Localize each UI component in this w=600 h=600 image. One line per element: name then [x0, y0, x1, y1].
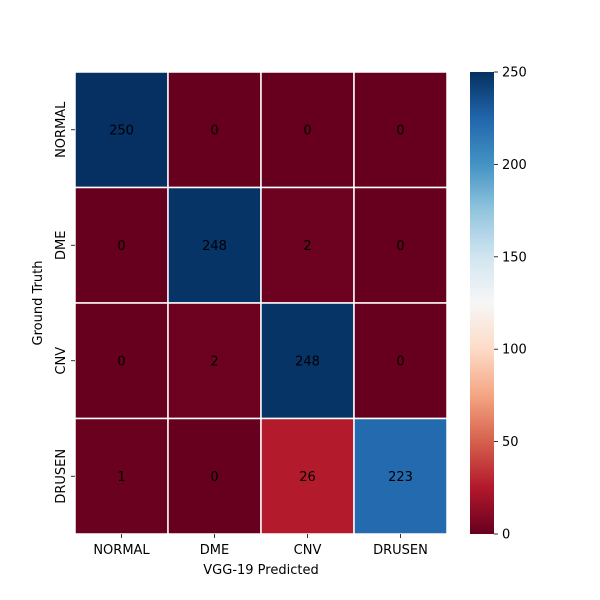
x-tick-label: NORMAL: [93, 543, 150, 558]
cell-value-label: 1: [117, 470, 125, 485]
heatmap-cell: [167, 186, 262, 304]
heatmap-cell: [353, 186, 448, 304]
colorbar-tick-label: 50: [502, 435, 519, 450]
cell-value-label: 0: [210, 123, 218, 138]
heatmap-cell: [353, 71, 448, 189]
x-tick-labels: NORMAL DME CNV DRUSEN: [93, 534, 428, 558]
heatmap-cell: [74, 71, 169, 189]
cell-value-label: 0: [303, 123, 311, 138]
cell-value-label: 223: [388, 470, 413, 485]
cell-value-label: 0: [396, 354, 404, 369]
cell-value-label: 2: [210, 354, 218, 369]
colorbar-tick-label: 150: [502, 250, 527, 265]
colorbar-tick-label: 0: [502, 528, 510, 543]
heatmap-cell: [167, 71, 262, 189]
heatmap-cell: [167, 417, 262, 535]
cell-value-label: 248: [202, 239, 227, 254]
y-tick-label: NORMAL: [54, 101, 69, 158]
cell-value-label: 0: [210, 470, 218, 485]
heatmap-cell: [167, 302, 262, 420]
cell-value-label: 250: [109, 123, 134, 138]
cell-value-label: 0: [396, 123, 404, 138]
x-tick-label: DRUSEN: [373, 543, 428, 558]
cell-value-label: 0: [117, 354, 125, 369]
colorbar-tick-label: 250: [502, 66, 527, 81]
y-tick-label: DME: [54, 231, 69, 260]
cell-value-label: 248: [295, 354, 320, 369]
heatmap-cell: [353, 302, 448, 420]
heatmap-cells: 250 0 0 0 0 248 2 0 0 2 248 0 1 0 26 223: [74, 71, 448, 535]
x-axis-label: VGG-19 Predicted: [203, 563, 318, 578]
y-tick-label: CNV: [54, 347, 69, 375]
y-tick-label: DRUSEN: [54, 449, 69, 504]
heatmap-cell: [260, 71, 355, 189]
colorbar-tick-label: 200: [502, 158, 527, 173]
x-tick-label: DME: [200, 543, 229, 558]
colorbar: [470, 72, 494, 534]
cell-value-label: 0: [396, 239, 404, 254]
colorbar-tick-label: 100: [502, 343, 527, 358]
cell-value-label: 26: [299, 470, 316, 485]
cell-value-label: 2: [303, 239, 311, 254]
cell-value-label: 0: [117, 239, 125, 254]
y-axis-label: Ground Truth: [31, 261, 46, 346]
y-tick-labels: NORMAL DME CNV DRUSEN: [54, 101, 75, 504]
colorbar-tick-labels: 0 50 100 150 200 250: [494, 66, 527, 543]
x-tick-label: CNV: [294, 543, 322, 558]
heatmap-cell: [353, 417, 448, 535]
